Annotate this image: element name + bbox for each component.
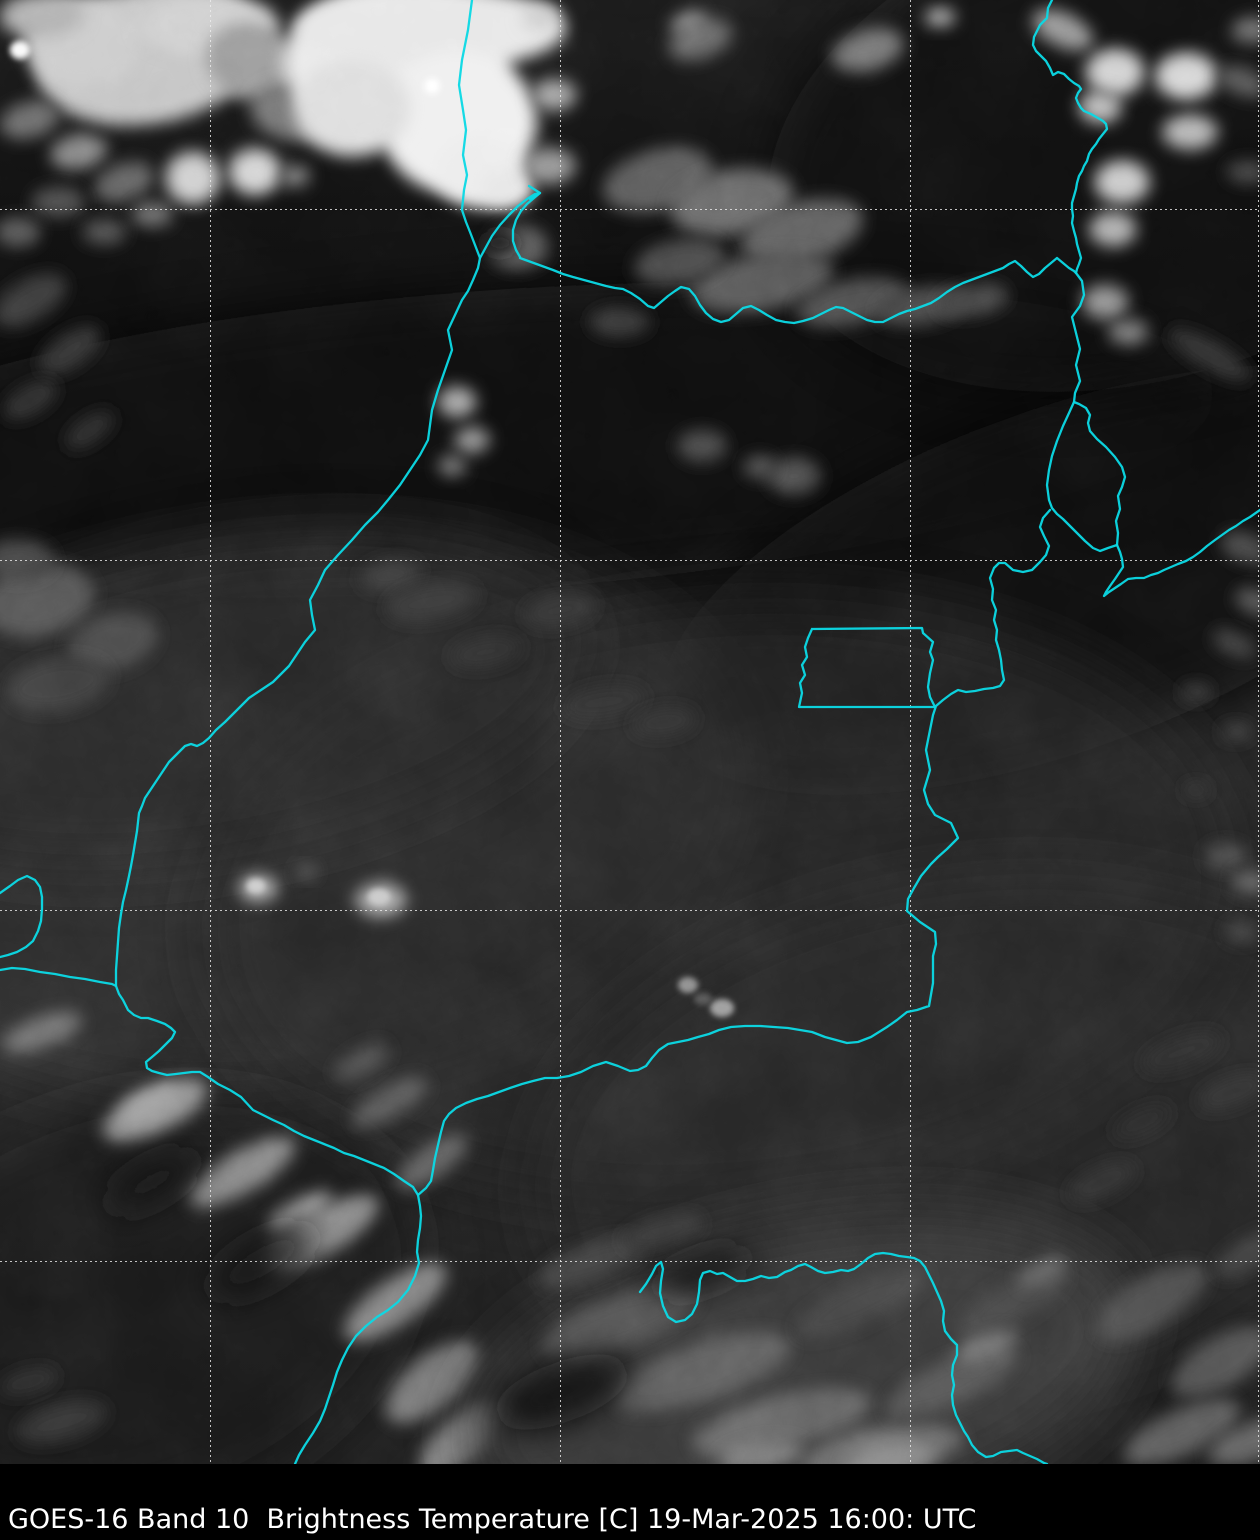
boundary-east-diagonal: [1102, 508, 1260, 598]
map-boundaries: [0, 0, 1260, 1464]
caption-bar: GOES-16 Band 10 Brightness Temperature […: [0, 1464, 1260, 1540]
coast-hook-upper: [0, 874, 44, 959]
satellite-image: [0, 0, 1260, 1464]
caption-text: GOES-16 Band 10 Brightness Temperature […: [8, 1504, 977, 1535]
lake-sliver-tip: [527, 184, 542, 201]
latlon-graticule: [0, 0, 1260, 1464]
coast-hook-lower: [0, 966, 118, 988]
boundary-south-wavy: [638, 1251, 1049, 1464]
boundary-central: [416, 508, 1052, 1197]
sensor-noise-texture: [0, 0, 1260, 1464]
admin-box: [797, 626, 937, 709]
boundary-north-eastwest: [518, 256, 1078, 325]
boundary-northeast: [1031, 0, 1119, 553]
boundary-loop-spur: [1072, 400, 1127, 547]
